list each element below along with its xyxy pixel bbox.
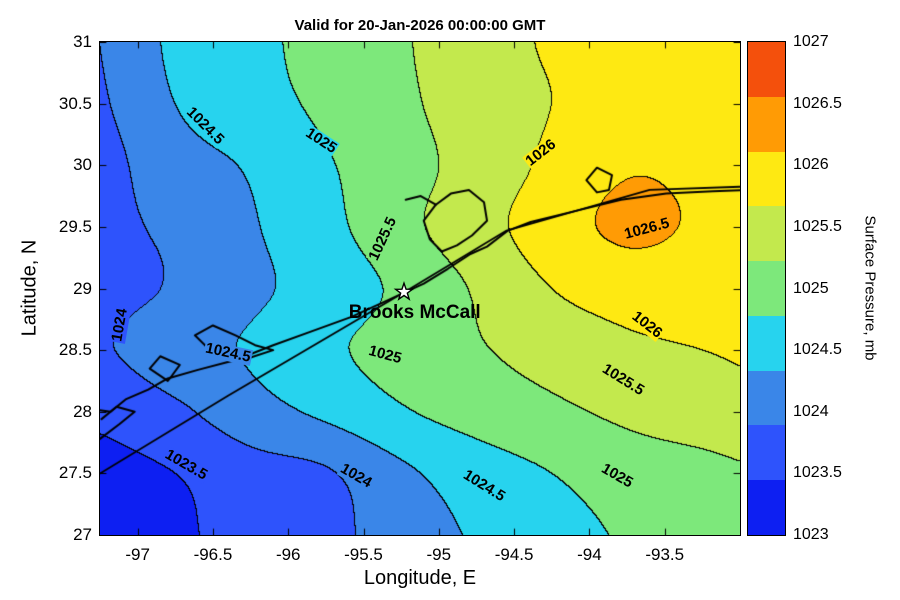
- colorbar-segment: [748, 96, 785, 152]
- colorbar-tick-label: 1026.5: [793, 94, 842, 112]
- colorbar-tick-label: 1027: [793, 33, 829, 50]
- x-tick-label: -94.5: [494, 545, 534, 564]
- y-tick-label: 31: [73, 32, 92, 51]
- x-tick-label: -93.5: [645, 545, 685, 564]
- colorbar-segment: [748, 41, 785, 97]
- x-tick-label: -95: [426, 545, 452, 564]
- x-axis-title: Longitude, E: [363, 567, 477, 589]
- colorbar-segment: [748, 151, 785, 207]
- colorbar-segment: [748, 315, 785, 371]
- colorbar-segment: [748, 424, 785, 481]
- x-tick-label: -96: [275, 545, 301, 564]
- colorbar-tick-label: 1024: [793, 402, 829, 420]
- colorbar-segment: [748, 370, 785, 426]
- colorbar-tick-label: 1023.5: [793, 464, 842, 482]
- colorbar-tick-label: 1023: [793, 526, 829, 543]
- y-tick-label: 30.5: [58, 93, 92, 113]
- y-tick-label: 30: [73, 155, 92, 175]
- colorbar-tick-label: 1025.5: [793, 217, 842, 235]
- star-icon: [393, 281, 415, 302]
- colorbar-segment: [748, 479, 785, 535]
- colorbar: [747, 41, 786, 536]
- y-tick-label: 28: [73, 401, 92, 421]
- x-tick-label: -95.5: [344, 545, 383, 564]
- y-tick-label: 29.5: [58, 216, 92, 236]
- map-plot-area: Brooks McCall 1024.5 1025 1026 1026.5 1025.5…: [99, 41, 741, 536]
- ship-star-marker: [393, 281, 415, 302]
- colorbar-segment: [748, 260, 785, 316]
- y-tick-label: 27.5: [58, 463, 92, 483]
- y-tick-label: 28.5: [58, 340, 92, 360]
- y-tick-label: 27: [73, 525, 92, 544]
- colorbar-tick-label: 1026: [793, 156, 829, 174]
- x-tick-label: -97: [125, 545, 150, 564]
- y-tick-label: 29: [73, 278, 92, 298]
- colorbar-tick-label: 1024.5: [793, 341, 842, 359]
- plot-title: Valid for 20-Jan-2026 00:00:00 GMT: [294, 17, 546, 34]
- x-tick-label: -94: [577, 545, 602, 564]
- colorbar-segment: [748, 205, 785, 262]
- x-tick-label: -96.5: [193, 545, 233, 564]
- ship-label: Brooks McCall: [348, 302, 481, 324]
- colorbar-tick-label: 1025: [793, 279, 829, 297]
- colorbar-title: Surface Pressure, mb: [861, 215, 879, 361]
